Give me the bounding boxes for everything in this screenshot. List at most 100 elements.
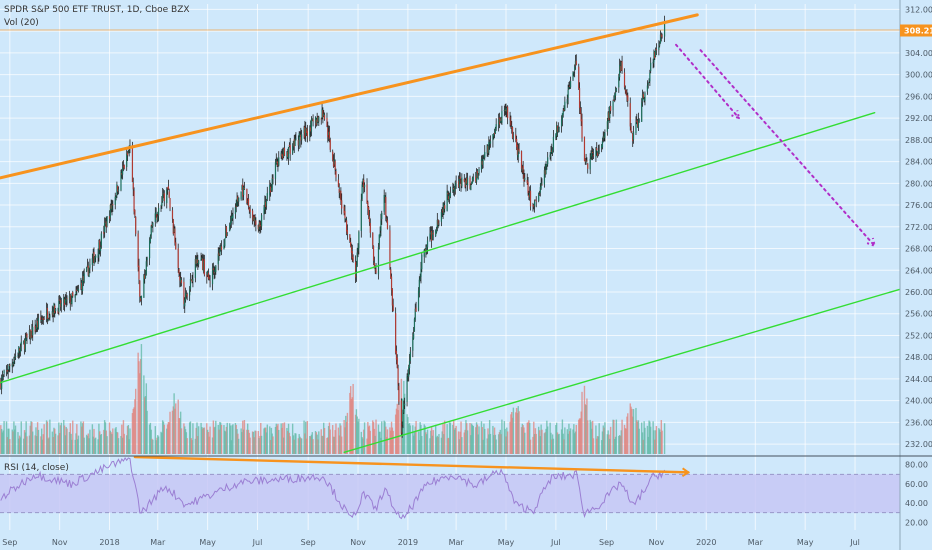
volume-bar	[309, 435, 311, 454]
candle-body	[475, 172, 478, 182]
volume-bar	[408, 423, 410, 454]
volume-bar	[45, 420, 48, 454]
volume-bar	[59, 425, 62, 454]
volume-bar	[631, 408, 633, 454]
candle-body	[184, 293, 187, 301]
candle-body	[529, 190, 532, 207]
volume-bar	[144, 396, 147, 454]
volume-bar	[546, 426, 549, 454]
candle-body	[265, 201, 267, 207]
volume-bar	[197, 426, 200, 454]
last-price-value: 308.21	[904, 27, 932, 36]
candle-body	[161, 202, 163, 207]
candle-body	[175, 242, 177, 250]
volume-bar	[166, 428, 168, 454]
candle-body	[215, 265, 217, 272]
candle-body	[383, 194, 385, 212]
candle-body	[356, 252, 358, 266]
volume-bar	[149, 422, 152, 454]
candle-body	[131, 145, 134, 183]
candle-body	[424, 248, 426, 250]
green-channel-mid-line[interactable]	[0, 111, 876, 384]
volume-bar	[83, 437, 85, 454]
volume-bar	[99, 435, 102, 454]
candle-body	[300, 134, 302, 141]
volume-bar	[466, 423, 468, 454]
volume-bar	[9, 439, 11, 454]
candle-body	[556, 125, 559, 132]
volume-bar	[97, 439, 99, 454]
projection-short-arrow[interactable]	[675, 43, 740, 120]
volume-bar	[252, 431, 255, 454]
green-channel-low-line[interactable]	[343, 288, 901, 453]
volume-bar	[195, 427, 197, 454]
volume-bar	[339, 423, 341, 454]
candle-body	[292, 141, 295, 147]
volume-bar	[591, 420, 594, 454]
candle-body	[598, 150, 600, 152]
candle-body	[65, 298, 67, 302]
volume-bar	[305, 421, 307, 454]
candle-body	[345, 220, 348, 232]
volume-bar	[115, 427, 117, 454]
candle-body	[223, 244, 225, 250]
volume-bar	[327, 437, 329, 454]
candle-body	[76, 289, 78, 292]
volume-bar	[94, 437, 97, 454]
candle-body	[257, 224, 259, 230]
candle-body	[482, 158, 484, 165]
candle-body	[71, 293, 73, 304]
candle-body	[103, 231, 105, 234]
volume-bar	[114, 428, 116, 454]
candle-body	[363, 184, 366, 187]
volume-bar	[407, 417, 409, 454]
time-tick-label: Sep	[301, 538, 316, 547]
volume-bar	[171, 410, 174, 454]
volume-bar	[134, 388, 137, 454]
candle-body	[352, 257, 354, 262]
volume-bar	[389, 427, 391, 454]
volume-bar	[515, 412, 517, 454]
candle-body	[72, 292, 74, 297]
candle-body	[77, 289, 79, 291]
candle-body	[367, 202, 369, 209]
projection-long-arrow[interactable]	[699, 49, 876, 247]
volume-bar	[77, 435, 80, 454]
volume-bar	[117, 438, 120, 454]
candle-body	[53, 303, 55, 316]
volume-bar	[518, 411, 520, 454]
volume-bar	[344, 427, 346, 454]
volume-bar	[658, 429, 661, 454]
volume-bar	[552, 438, 555, 454]
volume-bar	[630, 406, 632, 454]
volume-bar	[58, 422, 60, 454]
volume-bar	[476, 424, 479, 454]
volume-bar	[28, 435, 31, 454]
volume-bar	[441, 431, 443, 454]
candle-body	[294, 139, 296, 147]
candle-body	[344, 210, 346, 219]
rsi-divergence-arrow[interactable]	[133, 455, 690, 474]
volume-bar	[220, 424, 223, 454]
candle-body	[11, 363, 13, 367]
volume-bar	[648, 420, 650, 454]
candle-body	[286, 151, 288, 158]
volume-bar	[162, 421, 165, 454]
volume-bar	[569, 431, 571, 454]
volume-bar	[551, 434, 554, 454]
candle-body	[20, 341, 22, 346]
candle-body	[596, 148, 598, 151]
candle-body	[269, 186, 272, 193]
trend-drawings[interactable]	[0, 13, 901, 453]
orange-upper-trendline[interactable]	[0, 13, 699, 180]
volume-bar	[374, 435, 376, 454]
candle-body	[484, 151, 486, 158]
volume-bar	[586, 398, 588, 454]
candle-body	[169, 198, 171, 209]
volume-bar	[40, 428, 43, 454]
volume-bar	[36, 422, 39, 454]
volume-bar	[625, 428, 627, 454]
price-tick-label: 304.000	[905, 49, 932, 58]
time-tick-label: 2020	[696, 538, 716, 547]
